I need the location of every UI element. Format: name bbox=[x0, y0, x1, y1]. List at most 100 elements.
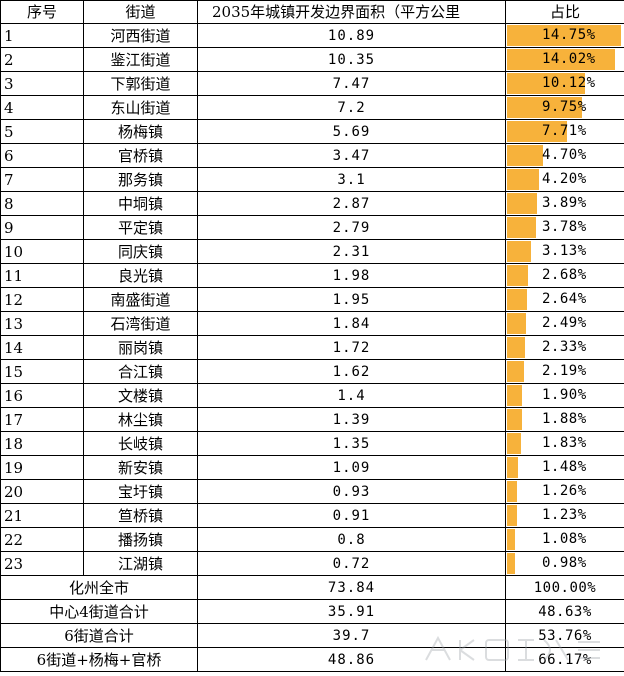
cell-street[interactable]: 合江镇 bbox=[83, 359, 198, 384]
cell-street[interactable]: 笪桥镇 bbox=[83, 503, 198, 528]
summary-share[interactable]: 48.63% bbox=[505, 599, 624, 624]
cell-share[interactable]: 1.88% bbox=[505, 407, 624, 432]
cell-area[interactable]: 3.47 bbox=[197, 143, 506, 168]
cell-share[interactable]: 1.23% bbox=[505, 503, 624, 528]
cell-share[interactable]: 2.19% bbox=[505, 359, 624, 384]
summary-label[interactable]: 中心4街道合计 bbox=[0, 599, 198, 624]
cell-area[interactable]: 7.47 bbox=[197, 71, 506, 96]
cell-street[interactable]: 河西街道 bbox=[83, 23, 198, 48]
cell-share[interactable]: 1.90% bbox=[505, 383, 624, 408]
cell-area[interactable]: 1.98 bbox=[197, 263, 506, 288]
summary-area[interactable]: 35.91 bbox=[197, 599, 506, 624]
cell-area[interactable]: 3.1 bbox=[197, 167, 506, 192]
cell-street[interactable]: 鉴江街道 bbox=[83, 47, 198, 72]
cell-index[interactable]: 15 bbox=[0, 359, 84, 384]
summary-label[interactable]: 6街道合计 bbox=[0, 623, 198, 648]
cell-area[interactable]: 2.79 bbox=[197, 215, 506, 240]
header-street[interactable]: 街道 bbox=[83, 0, 198, 24]
cell-street[interactable]: 杨梅镇 bbox=[83, 119, 198, 144]
cell-street[interactable]: 新安镇 bbox=[83, 455, 198, 480]
cell-area[interactable]: 7.2 bbox=[197, 95, 506, 120]
cell-area[interactable]: 0.8 bbox=[197, 527, 506, 552]
cell-area[interactable]: 5.69 bbox=[197, 119, 506, 144]
cell-index[interactable]: 23 bbox=[0, 551, 84, 576]
cell-area[interactable]: 0.93 bbox=[197, 479, 506, 504]
cell-street[interactable]: 东山街道 bbox=[83, 95, 198, 120]
cell-street[interactable]: 平定镇 bbox=[83, 215, 198, 240]
cell-index[interactable]: 18 bbox=[0, 431, 84, 456]
cell-street[interactable]: 下郭街道 bbox=[83, 71, 198, 96]
cell-share[interactable]: 7.71% bbox=[505, 119, 624, 144]
header-share[interactable]: 占比 bbox=[505, 0, 624, 24]
cell-share[interactable]: 14.02% bbox=[505, 47, 624, 72]
cell-share[interactable]: 1.08% bbox=[505, 527, 624, 552]
cell-area[interactable]: 1.09 bbox=[197, 455, 506, 480]
summary-area[interactable]: 73.84 bbox=[197, 575, 506, 600]
cell-street[interactable]: 良光镇 bbox=[83, 263, 198, 288]
cell-area[interactable]: 1.84 bbox=[197, 311, 506, 336]
cell-share[interactable]: 10.12% bbox=[505, 71, 624, 96]
cell-index[interactable]: 20 bbox=[0, 479, 84, 504]
cell-area[interactable]: 1.4 bbox=[197, 383, 506, 408]
cell-index[interactable]: 19 bbox=[0, 455, 84, 480]
cell-index[interactable]: 10 bbox=[0, 239, 84, 264]
cell-street[interactable]: 官桥镇 bbox=[83, 143, 198, 168]
cell-area[interactable]: 10.89 bbox=[197, 23, 506, 48]
cell-street[interactable]: 那务镇 bbox=[83, 167, 198, 192]
cell-index[interactable]: 13 bbox=[0, 311, 84, 336]
cell-area[interactable]: 1.39 bbox=[197, 407, 506, 432]
header-area[interactable]: 2035年城镇开发边界面积（平方公里 bbox=[197, 0, 506, 24]
cell-share[interactable]: 1.26% bbox=[505, 479, 624, 504]
cell-share[interactable]: 14.75% bbox=[505, 23, 624, 48]
cell-share[interactable]: 2.33% bbox=[505, 335, 624, 360]
cell-area[interactable]: 1.62 bbox=[197, 359, 506, 384]
cell-street[interactable]: 文楼镇 bbox=[83, 383, 198, 408]
cell-street[interactable]: 林尘镇 bbox=[83, 407, 198, 432]
cell-street[interactable]: 丽岗镇 bbox=[83, 335, 198, 360]
cell-index[interactable]: 16 bbox=[0, 383, 84, 408]
cell-area[interactable]: 1.72 bbox=[197, 335, 506, 360]
summary-area[interactable]: 48.86 bbox=[197, 647, 506, 672]
summary-area[interactable]: 39.7 bbox=[197, 623, 506, 648]
cell-street[interactable]: 播扬镇 bbox=[83, 527, 198, 552]
cell-share[interactable]: 2.49% bbox=[505, 311, 624, 336]
cell-area[interactable]: 10.35 bbox=[197, 47, 506, 72]
summary-share[interactable]: 53.76% bbox=[505, 623, 624, 648]
cell-share[interactable]: 2.68% bbox=[505, 263, 624, 288]
cell-index[interactable]: 1 bbox=[0, 23, 84, 48]
cell-index[interactable]: 2 bbox=[0, 47, 84, 72]
summary-share[interactable]: 100.00% bbox=[505, 575, 624, 600]
cell-street[interactable]: 宝圩镇 bbox=[83, 479, 198, 504]
cell-index[interactable]: 7 bbox=[0, 167, 84, 192]
cell-share[interactable]: 3.78% bbox=[505, 215, 624, 240]
cell-area[interactable]: 1.35 bbox=[197, 431, 506, 456]
cell-street[interactable]: 南盛街道 bbox=[83, 287, 198, 312]
cell-share[interactable]: 4.70% bbox=[505, 143, 624, 168]
cell-street[interactable]: 长岐镇 bbox=[83, 431, 198, 456]
cell-share[interactable]: 1.48% bbox=[505, 455, 624, 480]
cell-share[interactable]: 9.75% bbox=[505, 95, 624, 120]
cell-index[interactable]: 14 bbox=[0, 335, 84, 360]
cell-area[interactable]: 1.95 bbox=[197, 287, 506, 312]
cell-share[interactable]: 4.20% bbox=[505, 167, 624, 192]
cell-area[interactable]: 2.31 bbox=[197, 239, 506, 264]
cell-share[interactable]: 1.83% bbox=[505, 431, 624, 456]
cell-index[interactable]: 5 bbox=[0, 119, 84, 144]
cell-area[interactable]: 0.72 bbox=[197, 551, 506, 576]
cell-area[interactable]: 0.91 bbox=[197, 503, 506, 528]
cell-index[interactable]: 12 bbox=[0, 287, 84, 312]
cell-street[interactable]: 中垌镇 bbox=[83, 191, 198, 216]
cell-index[interactable]: 4 bbox=[0, 95, 84, 120]
cell-index[interactable]: 9 bbox=[0, 215, 84, 240]
header-index[interactable]: 序号 bbox=[0, 0, 84, 24]
summary-label[interactable]: 化州全市 bbox=[0, 575, 198, 600]
summary-label[interactable]: 6街道+杨梅+官桥 bbox=[0, 647, 198, 672]
cell-share[interactable]: 3.89% bbox=[505, 191, 624, 216]
cell-area[interactable]: 2.87 bbox=[197, 191, 506, 216]
cell-index[interactable]: 17 bbox=[0, 407, 84, 432]
cell-index[interactable]: 8 bbox=[0, 191, 84, 216]
cell-street[interactable]: 江湖镇 bbox=[83, 551, 198, 576]
cell-share[interactable]: 3.13% bbox=[505, 239, 624, 264]
cell-index[interactable]: 21 bbox=[0, 503, 84, 528]
cell-index[interactable]: 11 bbox=[0, 263, 84, 288]
